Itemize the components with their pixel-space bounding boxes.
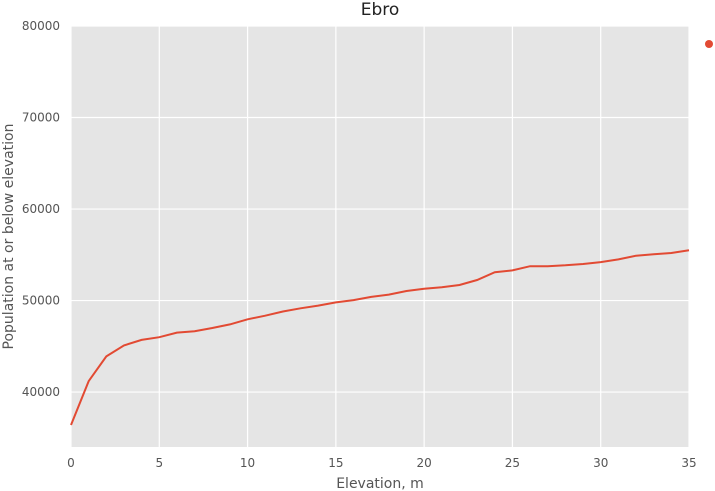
y-tick-label: 60000 — [22, 202, 60, 216]
plot-background — [71, 26, 689, 447]
x-tick-label: 10 — [240, 456, 255, 470]
y-tick-label: 70000 — [22, 111, 60, 125]
x-tick-label: 35 — [681, 456, 696, 470]
x-axis: 0 5 10 15 20 25 30 35 — [67, 456, 696, 470]
series-line — [70, 249, 690, 426]
x-tick-label: 25 — [505, 456, 520, 470]
y-axis-label: Population at or below elevation — [1, 124, 17, 350]
grid — [70, 25, 690, 447]
y-tick-label: 80000 — [22, 19, 60, 33]
chart-title: Ebro — [361, 0, 400, 20]
legend-marker — [705, 40, 713, 48]
x-tick-label: 5 — [155, 456, 163, 470]
x-tick-label: 15 — [328, 456, 343, 470]
x-tick-label: 30 — [593, 456, 608, 470]
x-tick-label: 20 — [417, 456, 432, 470]
x-axis-label: Elevation, m — [336, 476, 424, 491]
y-tick-label: 50000 — [22, 294, 60, 308]
y-tick-label: 40000 — [22, 385, 60, 399]
x-tick-label: 0 — [67, 456, 75, 470]
y-axis: 40000 50000 60000 70000 80000 — [22, 19, 60, 399]
